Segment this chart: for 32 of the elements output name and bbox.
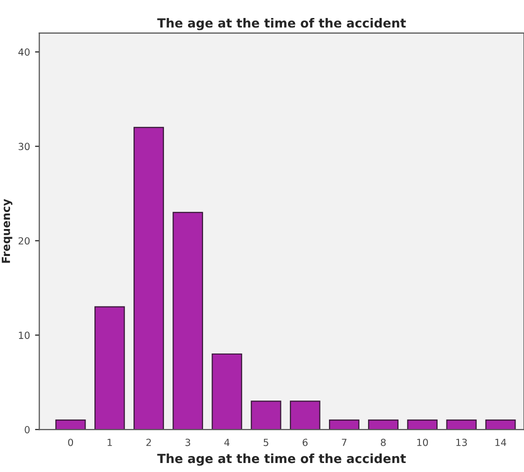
x-axis-title: The age at the time of the accident [157, 454, 406, 466]
y-tick-label: 30 [18, 142, 30, 150]
x-tick-label: 5 [264, 438, 268, 446]
x-tick-label: 14 [495, 438, 506, 446]
x-tick-label: 4 [224, 438, 230, 446]
x-tick-label: 2 [146, 438, 151, 446]
x-tick-label: 1 [108, 438, 112, 446]
bar [212, 353, 242, 430]
bar [55, 420, 86, 430]
x-tick-label: 6 [302, 438, 308, 446]
x-tick-label: 10 [417, 438, 428, 446]
x-tick-label: 8 [380, 438, 386, 446]
bar [328, 420, 360, 430]
y-tick-label: 0 [24, 426, 30, 434]
bar [290, 400, 320, 430]
bar [485, 420, 516, 430]
bar [134, 126, 164, 430]
x-tick-label: 13 [456, 438, 467, 446]
bar [94, 306, 125, 430]
bar [172, 212, 204, 430]
bar [446, 420, 477, 430]
bar [407, 420, 438, 430]
x-tick-label: 0 [68, 438, 74, 446]
y-tick-label: 20 [18, 237, 30, 245]
x-tick-label: 7 [342, 438, 346, 446]
bar [368, 420, 398, 430]
y-axis-title: Frequency [2, 198, 12, 263]
x-tick-label: 3 [185, 438, 190, 446]
y-tick-label: 40 [18, 48, 30, 56]
chart-title: The age at the time of the accident [157, 18, 406, 30]
bar [250, 400, 282, 430]
y-tick-label: 10 [18, 332, 30, 339]
